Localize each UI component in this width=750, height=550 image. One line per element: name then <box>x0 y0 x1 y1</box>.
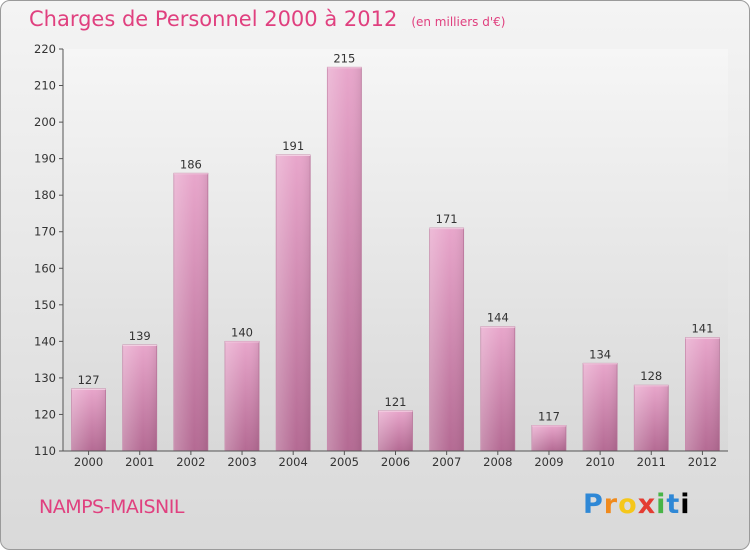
bar-shine-2003 <box>225 341 260 451</box>
x-tick-label-2004: 2004 <box>279 455 308 469</box>
y-tick-label: 140 <box>34 334 56 348</box>
x-tick-label-2010: 2010 <box>585 455 614 469</box>
bar-shine-2007 <box>429 228 464 451</box>
x-tick-label-2007: 2007 <box>432 455 461 469</box>
bar-shine-2009 <box>531 425 566 451</box>
data-label-2000: 127 <box>78 373 100 387</box>
y-tick-label: 180 <box>34 188 56 202</box>
x-tick-label-2006: 2006 <box>381 455 410 469</box>
bar-shine-2001 <box>122 345 157 451</box>
y-tick-label: 120 <box>34 407 56 421</box>
data-label-2003: 140 <box>231 325 253 339</box>
data-label-2008: 144 <box>487 311 509 325</box>
data-label-2006: 121 <box>385 395 407 409</box>
bar-shine-2006 <box>378 410 413 451</box>
data-label-2010: 134 <box>589 347 611 361</box>
x-tick-label-2000: 2000 <box>74 455 103 469</box>
bar-shine-2002 <box>173 173 208 451</box>
chart-title: Charges de Personnel 2000 à 2012 (en mill… <box>29 7 505 31</box>
x-tick-label-2011: 2011 <box>637 455 666 469</box>
data-label-2009: 117 <box>538 409 560 423</box>
data-label-2011: 128 <box>640 369 662 383</box>
y-tick-label: 200 <box>34 115 56 129</box>
chart-title-text: Charges de Personnel 2000 à 2012 <box>29 7 398 31</box>
x-tick-label-2008: 2008 <box>483 455 512 469</box>
bar-shine-2004 <box>276 154 311 451</box>
y-tick-label: 210 <box>34 79 56 93</box>
bar-shine-2008 <box>480 326 515 451</box>
proxiti-logo: Proxiti <box>583 489 691 520</box>
y-tick-label: 160 <box>34 261 56 275</box>
data-label-2004: 191 <box>282 139 304 153</box>
data-label-2005: 215 <box>333 51 355 65</box>
y-tick-label: 170 <box>34 225 56 239</box>
y-tick-label: 220 <box>34 42 56 56</box>
bar-shine-2005 <box>327 67 362 451</box>
x-tick-label-2005: 2005 <box>330 455 359 469</box>
x-tick-label-2012: 2012 <box>688 455 717 469</box>
x-tick-label-2003: 2003 <box>227 455 256 469</box>
y-tick-label: 130 <box>34 371 56 385</box>
data-label-2001: 139 <box>129 329 151 343</box>
x-tick-label-2009: 2009 <box>534 455 563 469</box>
bar-shine-2010 <box>583 363 618 451</box>
data-label-2002: 186 <box>180 157 202 171</box>
y-tick-label: 110 <box>34 444 56 458</box>
bar-shine-2012 <box>685 337 720 451</box>
data-label-2012: 141 <box>691 322 713 336</box>
y-tick-label: 190 <box>34 152 56 166</box>
bar-shine-2000 <box>71 388 106 451</box>
location-name: NAMPS-MAISNIL <box>39 496 184 518</box>
bar-shine-2011 <box>634 385 669 451</box>
x-tick-label-2002: 2002 <box>176 455 205 469</box>
x-tick-label-2001: 2001 <box>125 455 154 469</box>
plot-area <box>63 49 728 451</box>
chart-subtitle: (en milliers d'€) <box>411 15 506 29</box>
y-tick-label: 150 <box>34 298 56 312</box>
data-label-2007: 171 <box>436 212 458 226</box>
